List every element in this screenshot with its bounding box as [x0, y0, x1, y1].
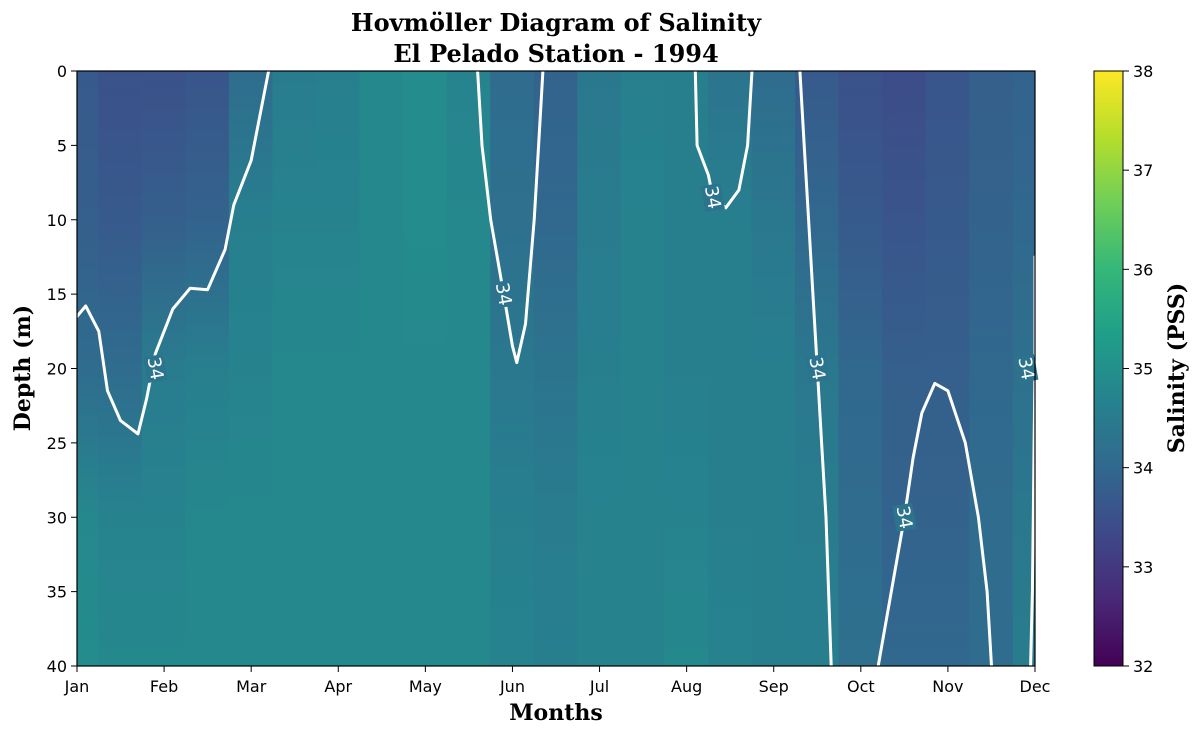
x-tick-label: Jul: [589, 677, 609, 696]
contour-label-gap: [143, 353, 168, 384]
contour-label-text: 34: [804, 355, 829, 381]
y-tick-label: 10: [47, 211, 67, 230]
plot-area: [76, 71, 1036, 666]
y-tick-label: 30: [47, 508, 67, 527]
y-tick-label: 20: [47, 360, 67, 379]
heatmap-cell: [751, 71, 796, 666]
contour-label-gap: [700, 182, 725, 212]
colorbar-tick-label: 38: [1133, 62, 1153, 81]
x-tick-label: Dec: [1020, 677, 1051, 696]
contour-label-text: 34: [491, 281, 516, 307]
x-tick-label: Nov: [932, 677, 963, 696]
heatmap-cell: [707, 71, 753, 666]
colorbar-tick-label: 35: [1133, 360, 1153, 379]
contour-label: 34: [1013, 353, 1039, 384]
y-axis: 0 5 10 15 20 25 30 35 40: [47, 62, 77, 676]
x-tick-label: May: [409, 677, 442, 696]
contour-label: 34: [804, 353, 830, 384]
heatmap-cell: [490, 71, 535, 666]
contour-labels: 34 34 34 34 34 34: [143, 182, 1039, 532]
heatmap-cell: [969, 71, 1014, 666]
heatmap-cell: [228, 71, 274, 666]
heatmap-cell: [403, 71, 448, 666]
colorbar-tick-label: 37: [1133, 161, 1153, 180]
contour-label: 34: [892, 502, 917, 532]
contour-line: [476, 69, 545, 365]
contour-label-text: 34: [700, 184, 725, 210]
colorbar-gradient: [1093, 70, 1124, 667]
heatmap-cell: [76, 71, 100, 666]
x-tick-label: Jun: [499, 677, 525, 696]
contour-label: 34: [143, 353, 168, 384]
contour-label-text: 34: [892, 504, 917, 530]
heatmap-cell: [838, 71, 884, 666]
heatmap-cell: [272, 71, 317, 666]
contour-label: 34: [491, 279, 516, 309]
contour-line: [876, 381, 993, 668]
x-axis-label: Months: [509, 700, 603, 726]
contour-label-text: 34: [1013, 355, 1038, 381]
contour-label-gap: [491, 279, 516, 309]
heatmap-cell: [359, 71, 405, 666]
contour-line: [75, 69, 271, 436]
colorbar-tick-label: 32: [1133, 657, 1153, 676]
heatmap-cell: [664, 71, 709, 666]
chart-subtitle: El Pelado Station - 1994: [393, 39, 718, 68]
y-tick-label: 25: [47, 434, 67, 453]
colorbar: 32 33 34 35 36 37 38: [1093, 62, 1153, 676]
contour-label: 34: [700, 182, 725, 212]
contour-label-gap: [892, 502, 917, 532]
heatmap-cell: [620, 71, 666, 666]
contour-label-gap: [1014, 353, 1039, 384]
x-tick-label: Oct: [847, 677, 875, 696]
y-axis-label: Depth (m): [10, 305, 36, 431]
heatmap-cell: [925, 71, 971, 666]
x-tick-label: Aug: [671, 677, 702, 696]
x-tick-label: Mar: [236, 677, 267, 696]
colorbar-label: Salinity (PSS): [1164, 283, 1190, 453]
y-tick-label: 15: [47, 285, 67, 304]
x-tick-label: Feb: [150, 677, 178, 696]
y-tick-label: 35: [47, 583, 67, 602]
x-tick-label: Apr: [324, 677, 352, 696]
y-tick-label: 0: [57, 62, 67, 81]
y-tick-label: 5: [57, 136, 67, 155]
heatmap-cell: [185, 71, 230, 666]
heatmap-cell: [316, 71, 361, 666]
heatmap-cell: [577, 71, 622, 666]
heatmap-cell: [533, 71, 579, 666]
colorbar-tick-label: 34: [1133, 459, 1153, 478]
x-tick-label: Sep: [759, 677, 789, 696]
contour-label-text: 34: [143, 355, 168, 381]
chart-title: Hovmöller Diagram of Salinity: [351, 8, 762, 37]
colorbar-tick-label: 33: [1133, 558, 1153, 577]
contour-label-gap: [805, 353, 830, 384]
heatmap-cell: [882, 71, 927, 666]
colorbar-tick-label: 36: [1133, 260, 1153, 279]
x-axis: Jan Feb Mar Apr May Jun Jul Aug Sep Oct Nov Dec: [64, 666, 1051, 696]
x-tick-label: Jan: [64, 677, 90, 696]
y-tick-label: 40: [47, 657, 67, 676]
